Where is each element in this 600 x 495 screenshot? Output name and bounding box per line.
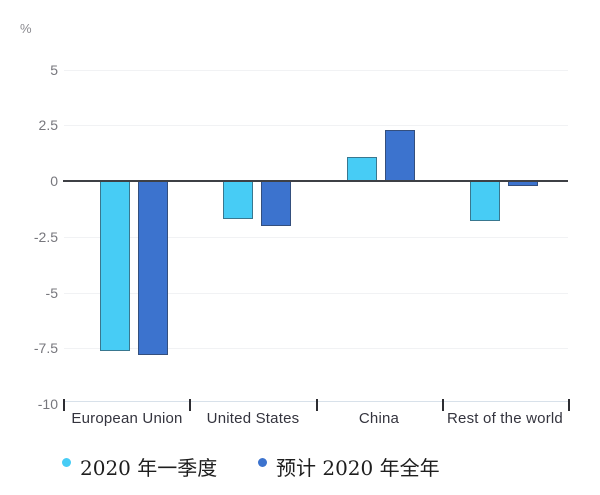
category-axis-tick [315,399,318,411]
gridline [64,292,568,294]
y-axis-tick-label: -2.5 [33,228,58,245]
bar [384,129,415,181]
category-axis-tick [568,399,570,411]
y-axis-tick-label: 2.5 [38,117,58,134]
legend-dot-icon [258,458,267,467]
category-axis-tick [441,399,444,411]
bar [470,181,500,222]
category-label: European Union [71,410,183,427]
category-axis-tick [63,399,65,411]
legend-dot-icon [62,458,71,467]
bar [346,156,377,181]
gridline [64,348,568,350]
y-axis-tick-label: -10 [37,396,58,412]
legend-item[interactable]: 2020 年一季度 [62,453,218,480]
category-label: China [358,410,400,427]
y-axis-tick-label: -5 [45,284,58,301]
legend-label: 预计 2020 年全年 [276,455,440,480]
y-axis-tick-label: 0 [50,173,58,189]
y-axis-unit-label: % [20,21,32,36]
legend-label: 2020 年一季度 [80,455,218,480]
zero-axis-line [63,180,568,182]
bar [100,181,130,351]
gridline [64,236,568,238]
gridline [64,69,568,71]
bar [261,181,292,226]
legend-item[interactable]: 预计 2020 年全年 [258,453,440,480]
bar [223,181,254,219]
y-axis-tick-label: 5 [50,61,58,78]
gridline [64,125,568,127]
category-label: Rest of the world [447,410,563,427]
category-label: United States [206,410,300,427]
bar [138,181,168,355]
category-axis-tick [189,399,192,411]
y-axis-tick-label: -7.5 [33,340,58,357]
